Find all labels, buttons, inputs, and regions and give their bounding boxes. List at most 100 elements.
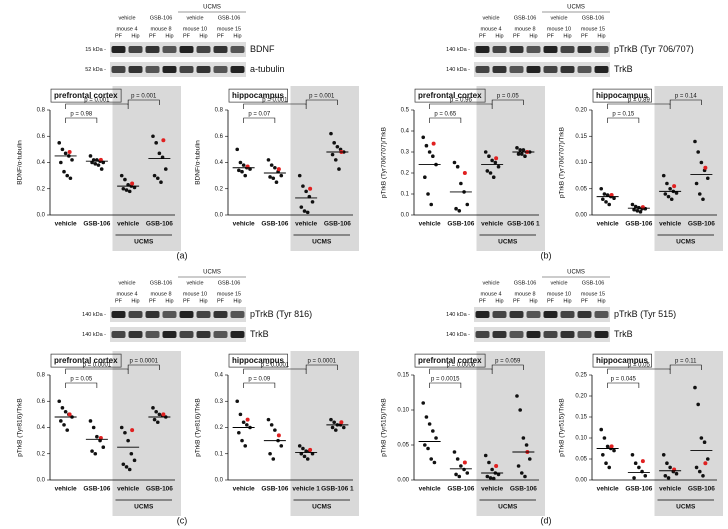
data-point: [637, 465, 641, 470]
data-point: [235, 399, 240, 404]
chart-title: prefrontal cortex: [418, 91, 482, 100]
blot-region: PF: [149, 298, 157, 304]
ucms-label: UCMS: [134, 239, 154, 246]
y-axis-label: pTrkB (Tyr816)/TrkB: [17, 398, 24, 456]
blot-band: [128, 331, 143, 338]
blot-region: PF: [547, 33, 555, 39]
data-point: [305, 457, 310, 461]
blot-protein: TrkB: [614, 64, 633, 74]
data-point: [693, 385, 697, 390]
data-point: [705, 176, 710, 181]
data-point: [152, 417, 157, 422]
data-point: [273, 428, 277, 432]
data-point: [163, 167, 168, 171]
data-point: [101, 445, 106, 449]
data-point: [268, 451, 272, 456]
p-value: p = 0.65: [434, 112, 457, 118]
data-point: [59, 160, 63, 165]
data-point: [121, 186, 126, 191]
x-tick-label: vehicle: [295, 221, 317, 228]
blot-band: [230, 331, 245, 338]
blot-kda: 140 kDa -: [446, 67, 470, 73]
data-point: [515, 394, 519, 398]
y-tick-label: 0.4: [37, 160, 46, 166]
data-point: [154, 409, 158, 414]
blot-group: vehicle: [550, 15, 567, 21]
blot-region: Hip: [165, 298, 173, 304]
blot-band: [162, 46, 177, 53]
significance-bracket: [429, 117, 462, 123]
blot-band: [111, 331, 126, 338]
blot-band: [145, 331, 160, 338]
blot-mouse: mouse 15: [581, 26, 605, 32]
data-point: [519, 471, 524, 475]
data-point: [523, 474, 527, 479]
title-box: [50, 88, 122, 103]
p-value: p = 0.05: [628, 363, 651, 369]
highlight-point: [494, 156, 499, 161]
x-tick-label: GSB-106: [261, 221, 288, 228]
data-point: [431, 429, 435, 433]
blot-header: UCMS: [567, 5, 585, 11]
data-point: [666, 194, 671, 199]
blot-group: GSB-106: [150, 15, 173, 21]
ucms-label: UCMS: [498, 504, 518, 511]
data-point: [333, 428, 338, 432]
blot-strip: [110, 42, 246, 57]
data-point: [65, 428, 70, 432]
data-point: [431, 154, 435, 158]
data-point: [240, 438, 244, 443]
y-tick-label: 0.2: [215, 425, 224, 431]
blot-region: PF: [479, 298, 487, 304]
data-point: [485, 169, 490, 173]
highlight-point: [703, 461, 708, 466]
data-point: [63, 151, 68, 156]
blot-region: Hip: [165, 33, 173, 39]
title-box: [50, 353, 122, 368]
blot-region: PF: [183, 298, 191, 304]
data-point: [305, 210, 310, 215]
significance-bracket: [305, 364, 338, 370]
data-point: [665, 181, 669, 186]
data-point: [332, 420, 336, 425]
blot-mouse: mouse 8: [514, 291, 535, 297]
data-point: [633, 204, 638, 209]
blot-band: [509, 331, 524, 338]
blot-group: GSB-106: [514, 15, 537, 21]
blot-region: Hip: [199, 33, 207, 39]
data-point: [332, 141, 336, 145]
blot-protein: BDNF: [250, 44, 275, 54]
blot-band: [145, 311, 160, 318]
blot-band: [213, 66, 228, 73]
title-box: [592, 353, 652, 368]
blot-region: Hip: [233, 298, 241, 304]
blot-band: [492, 46, 507, 53]
blot-band: [162, 311, 177, 318]
blot-band: [526, 311, 541, 318]
data-point: [65, 173, 70, 178]
data-point: [483, 150, 488, 154]
x-tick-label: vehicle: [117, 486, 139, 493]
data-point: [243, 444, 248, 448]
blot-mouse: mouse 15: [217, 26, 241, 32]
data-point: [329, 417, 333, 422]
data-point: [424, 143, 429, 148]
data-point: [459, 464, 463, 468]
data-point: [523, 154, 527, 158]
data-point: [302, 454, 307, 459]
x-tick-label: vehicle: [55, 221, 77, 228]
data-point: [421, 401, 426, 405]
x-tick-label: GSB-106: [83, 486, 110, 493]
ucms-label: UCMS: [676, 239, 696, 246]
y-tick-label: 0.8: [37, 373, 46, 379]
data-point: [333, 158, 338, 162]
data-point: [237, 168, 241, 173]
p-value: p = 0.05: [497, 94, 520, 100]
blot-protein: a-tubulin: [250, 64, 285, 74]
blot-band: [543, 331, 558, 338]
data-point: [465, 202, 470, 207]
x-tick-label: GSB-106: [447, 486, 474, 493]
y-tick-label: 0.2: [37, 451, 46, 457]
chart-title: prefrontal cortex: [54, 356, 118, 365]
data-point: [335, 144, 340, 149]
